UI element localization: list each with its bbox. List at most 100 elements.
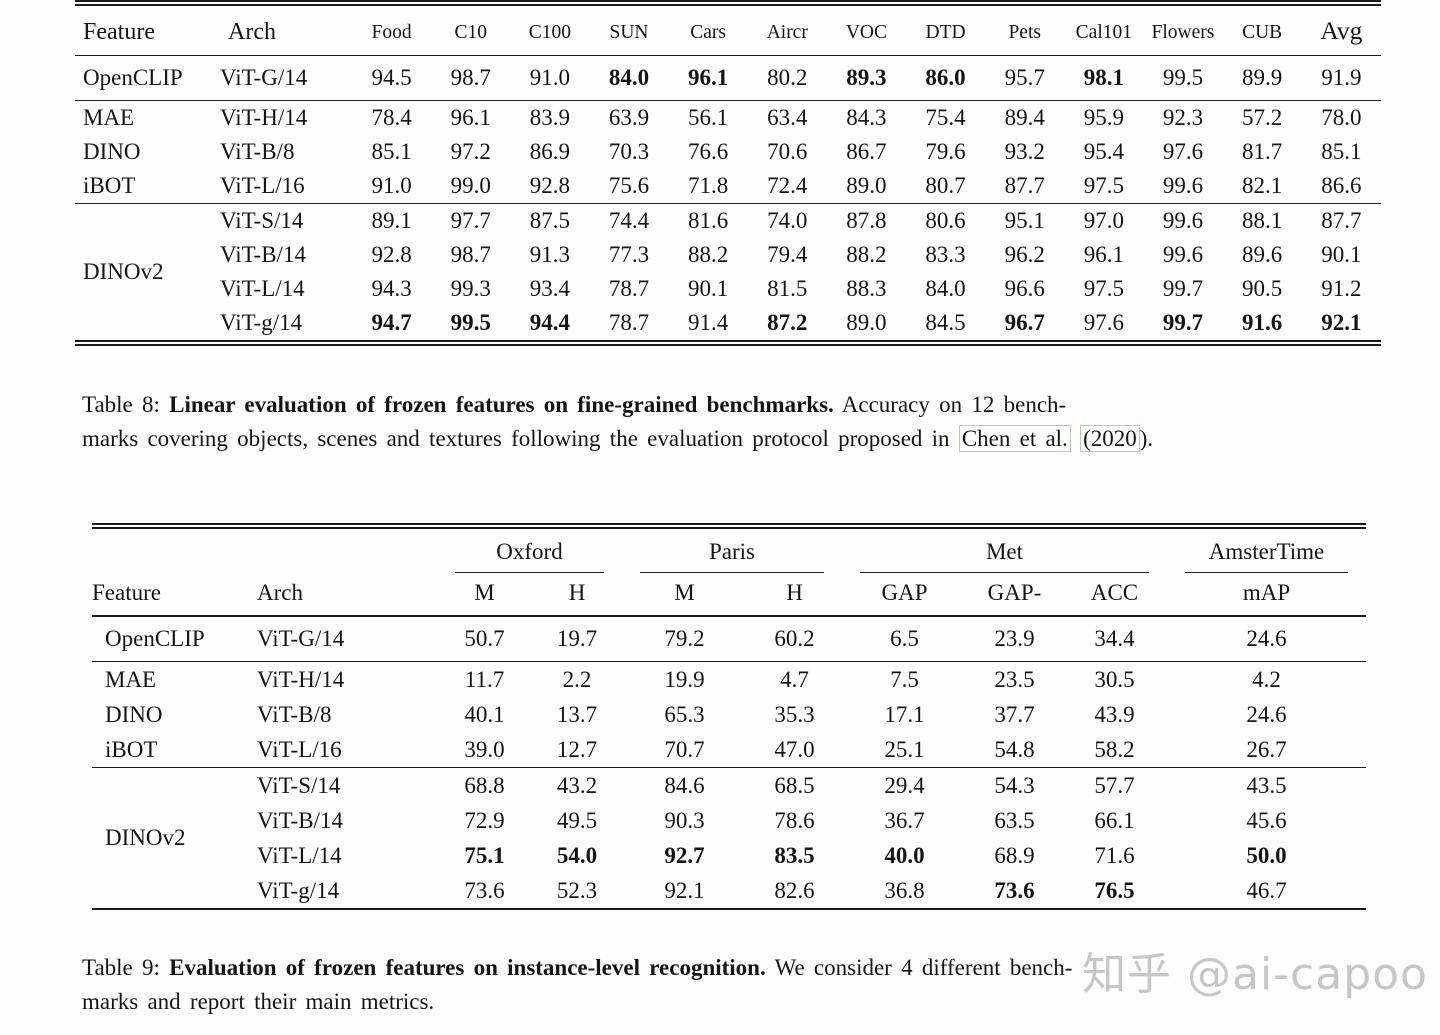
value-cell: 25.1	[884, 736, 925, 762]
caption-text: ).	[1139, 425, 1154, 451]
table9-subheader-row: Feature Arch M H M H GAP GAP- ACC mAP	[92, 573, 1366, 616]
header-arch: Arch	[257, 580, 303, 605]
value-cell: 91.6	[1241, 310, 1283, 335]
value-cell: 57.2	[1241, 105, 1283, 130]
value-cell: 52.3	[556, 877, 598, 903]
value-cell: 65.3	[664, 701, 705, 727]
value-cell: 96.1	[450, 105, 491, 130]
value-cell: 26.7	[1246, 736, 1287, 762]
arch-cell: ViT-G/14	[257, 626, 345, 651]
header-benchmark: C10	[454, 22, 487, 43]
header-group-label: Oxford	[455, 539, 604, 573]
value-cell: 60.2	[774, 626, 815, 651]
feature-cell: OpenCLIP	[105, 626, 205, 651]
citation-year-link[interactable]: (2020	[1080, 424, 1140, 452]
header-benchmark: VOC	[845, 22, 887, 43]
arch-cell: ViT-S/14	[220, 208, 304, 233]
value-cell: 99.6	[1162, 242, 1204, 267]
value-cell: 30.5	[1094, 666, 1135, 692]
table-row: OpenCLIP ViT-G/14 94.5 98.7 91.0 84.0 96.1 80.2…	[75, 56, 1381, 101]
header-metric: ACC	[1090, 580, 1139, 605]
value-cell: 94.3	[371, 276, 412, 301]
value-cell: 94.4	[529, 310, 570, 335]
value-cell: 89.3	[846, 65, 887, 90]
feature-cell: MAE	[105, 666, 157, 692]
header-benchmark: DTD	[925, 22, 966, 43]
value-cell: 84.3	[846, 105, 887, 130]
value-cell: 11.7	[464, 666, 505, 692]
value-cell: 78.7	[608, 276, 650, 301]
value-cell: 75.1	[464, 842, 505, 868]
header-metric: H	[786, 580, 803, 605]
table9-caption: Table 9: Evaluation of frozen features o…	[82, 951, 1392, 1018]
value-cell: 84.6	[664, 772, 705, 798]
value-cell: 97.7	[450, 208, 491, 233]
table-section: MAE ViT-H/14 11.7 2.2 19.9 4.7 7.5 23.5 30.5 4.2 D…	[92, 661, 1366, 768]
value-cell: 50.7	[464, 626, 505, 651]
value-cell: 86.0	[925, 65, 966, 90]
table-row: ViT-g/14 73.6 52.3 92.1 82.6 36.8 73.6 76.5 46.7	[92, 873, 1366, 909]
table9-header: Oxford Paris Met AmsterTime Feature Arch M H M H G…	[92, 526, 1366, 616]
value-cell: 99.0	[450, 173, 491, 198]
value-cell: 49.5	[556, 807, 598, 833]
value-cell: 99.6	[1162, 173, 1204, 198]
value-cell: 75.4	[925, 105, 966, 130]
value-cell: 98.7	[450, 65, 491, 90]
table-row: ViT-L/14 94.3 99.3 93.4 78.7 90.1 81.5 88.3 84.0…	[75, 272, 1381, 306]
citation-link[interactable]: Chen et al.	[958, 424, 1071, 452]
value-cell: 23.5	[994, 666, 1035, 692]
value-cell: 80.2	[767, 65, 808, 90]
table9-group-header-row: Oxford Paris Met AmsterTime	[92, 526, 1366, 573]
value-cell: 47.0	[774, 736, 815, 762]
value-cell: 39.0	[464, 736, 505, 762]
value-cell: 85.1	[1321, 139, 1362, 164]
caption-text: marks covering objects, scenes and textu…	[82, 425, 950, 451]
value-cell: 19.7	[556, 626, 598, 651]
table-row: ViT-B/14 92.8 98.7 91.3 77.3 88.2 79.4 88.2 83.3…	[75, 238, 1381, 272]
table-section: OpenCLIP ViT-G/14 50.7 19.7 79.2 60.2 6.5 23.9 3…	[92, 616, 1366, 662]
value-cell: 37.7	[994, 701, 1035, 727]
value-cell: 96.1	[1083, 242, 1124, 267]
value-cell: 46.7	[1246, 877, 1287, 903]
value-cell: 97.6	[1162, 139, 1204, 164]
value-cell: 81.6	[688, 208, 729, 233]
value-cell: 68.5	[774, 772, 815, 798]
value-cell: 96.6	[1004, 276, 1045, 301]
header-benchmark: Pets	[1008, 22, 1041, 43]
value-cell: 90.3	[664, 807, 705, 833]
value-cell: 86.7	[846, 139, 887, 164]
table-section: MAE ViT-H/14 78.4 96.1 83.9 63.9 56.1 63.4 84.3 7…	[75, 100, 1381, 204]
value-cell: 76.6	[688, 139, 729, 164]
value-cell: 87.8	[846, 208, 887, 233]
value-cell: 89.0	[846, 173, 887, 198]
table8: Feature Arch Food C10 C100 SUN Cars Aircr VOC DTD…	[75, 0, 1381, 346]
value-cell: 43.2	[556, 772, 598, 798]
header-metric: H	[568, 580, 586, 605]
value-cell: 97.0	[1083, 208, 1124, 233]
value-cell: 19.9	[664, 666, 705, 692]
feature-cell: DINO	[83, 139, 141, 164]
table-row: iBOT ViT-L/16 39.0 12.7 70.7 47.0 25.1 54.8 58.2…	[92, 732, 1366, 768]
value-cell: 99.7	[1162, 310, 1204, 335]
table-row: ViT-L/14 75.1 54.0 92.7 83.5 40.0 68.9 71.6 50.0	[92, 838, 1366, 873]
arch-cell: ViT-g/14	[220, 310, 303, 335]
value-cell: 40.0	[884, 842, 925, 868]
value-cell: 68.9	[994, 842, 1035, 868]
header-spacer	[92, 526, 437, 573]
value-cell: 88.2	[846, 242, 887, 267]
value-cell: 86.9	[529, 139, 570, 164]
header-arch: Arch	[228, 19, 276, 45]
value-cell: 97.6	[1083, 310, 1124, 335]
header-feature: Feature	[92, 580, 161, 605]
value-cell: 93.4	[529, 276, 570, 301]
value-cell: 92.8	[371, 242, 412, 267]
value-cell: 83.5	[774, 842, 815, 868]
arch-cell: ViT-L/14	[220, 276, 305, 301]
value-cell: 80.6	[925, 208, 966, 233]
header-benchmark: Aircr	[766, 22, 808, 43]
value-cell: 24.6	[1246, 701, 1287, 727]
value-cell: 84.5	[925, 310, 966, 335]
arch-cell: ViT-G/14	[220, 65, 308, 90]
value-cell: 92.8	[529, 173, 570, 198]
table-row: DINOv2 ViT-S/14 89.1 97.7 87.5 74.4 81.6 74.0 87…	[75, 204, 1381, 284]
